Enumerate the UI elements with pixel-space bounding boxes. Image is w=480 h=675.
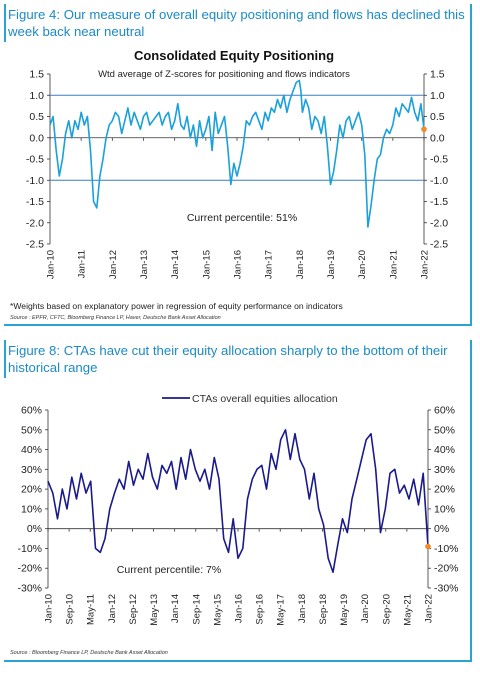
y-tick-label-left: -1.5 [26,196,44,208]
current-percentile-label: Current percentile: 7% [117,564,221,576]
y-tick-label-left: 60% [21,405,42,417]
y-tick-label-left: 1.5 [29,69,44,81]
y-tick-label-right: 20% [434,484,455,496]
x-tick-label: Jan-15 [201,250,212,279]
x-tick-label: Jan-14 [170,250,181,279]
x-tick-label: Jan-17 [264,250,275,279]
y-tick-label-right: -0.5 [430,154,448,166]
y-tick-label-right: -2.0 [430,217,448,229]
y-tick-label-right: -10% [434,543,459,555]
y-tick-label-left: 1.0 [29,90,44,102]
y-tick-label-left: -20% [17,563,42,575]
x-tick-label: Jan-12 [108,250,119,279]
x-tick-label: Jan-13 [139,250,150,279]
figure-8-source: Source : Bloomberg Finance LP, Deutsche … [10,650,168,656]
series-line [47,428,429,573]
x-tick-label: Jan-14 [170,594,181,623]
chart-title: Consolidated Equity Positioning [134,48,334,63]
y-tick-label-left: 0.5 [29,111,44,123]
chart-subtitle: Wtd average of Z-scores for positioning … [98,69,350,80]
y-tick-label-right: 10% [434,503,455,515]
y-tick-label-left: 10% [21,503,42,515]
y-tick-label-right: -20% [434,563,459,575]
x-tick-label: Jan-10 [46,250,57,279]
x-tick-label: Jan-21 [388,250,399,279]
y-tick-label-right: 40% [434,444,455,456]
x-tick-label: Jan-10 [44,594,55,623]
x-tick-label: Jan-16 [233,250,244,279]
y-tick-label-right: -1.0 [430,175,448,187]
x-tick-label: Sep-12 [128,594,139,625]
x-tick-label: May-17 [276,594,287,626]
y-tick-label-right: 1.0 [430,90,445,102]
x-tick-label: Jan-16 [234,594,245,623]
y-tick-label-right: 60% [434,405,455,417]
x-tick-label: Jan-18 [295,250,306,279]
y-tick-label-right: 0.5 [430,111,445,123]
current-percentile-label: Current percentile: 51% [187,212,297,224]
y-tick-label-left: 0% [27,523,42,535]
y-tick-label-right: -2.5 [430,239,448,251]
x-tick-label: Sep-18 [318,594,329,625]
x-tick-label: Jan-20 [357,250,368,279]
x-tick-label: Jan-11 [77,250,88,278]
consolidated-equity-positioning-chart: 1.5 1.5 1.0 1.0 0.5 0.5 0.0 0.0 -0.5 -0.5 -1.0 -1.0… [26,48,448,279]
y-tick-label-left: -0.5 [26,154,44,166]
last-point-marker [421,126,427,133]
x-tick-label: Sep-20 [381,594,392,625]
figure-4-footnote: *Weights based on explanatory power in r… [10,301,343,311]
y-tick-label-left: 0.0 [29,132,44,144]
y-tick-label-right: 1.5 [430,69,445,81]
x-tick-label: Jan-22 [420,250,431,279]
figure-4-panel: Figure 4: Our measure of overall equity … [4,4,472,326]
y-tick-label-right: -30% [434,583,459,595]
y-tick-label-left: -30% [17,583,42,595]
x-tick-label: Jan-22 [424,594,435,623]
y-tick-label-left: 20% [21,484,42,496]
y-tick-label-left: -2.0 [26,217,44,229]
x-tick-label: May-11 [86,594,97,625]
x-tick-label: Sep-10 [65,594,76,625]
figure-8-title: Figure 8: CTAs have cut their equity all… [4,340,470,378]
figure-4-source: Source : EPFR, CFTC, Bloomberg Finance L… [10,315,221,321]
y-tick-label-left: -10% [17,543,42,555]
x-tick-label: Jan-20 [360,594,371,623]
x-tick-label: May-15 [212,594,223,626]
x-tick-label: May-13 [149,594,160,626]
y-tick-label-right: 30% [434,464,455,476]
y-tick-label-left: -2.5 [26,239,44,251]
figure-4-title: Figure 4: Our measure of overall equity … [4,4,470,42]
y-tick-label-left: -1.0 [26,175,44,187]
x-tick-label: Sep-14 [191,594,202,625]
x-tick-label: Sep-16 [255,594,266,625]
x-tick-label: Jan-12 [107,594,118,623]
series-line [49,79,425,228]
y-tick-label-right: 0.0 [430,132,445,144]
y-tick-label-left: 30% [21,464,42,476]
y-tick-label-left: 40% [21,444,42,456]
last-point-marker [425,543,431,550]
y-tick-label-right: 50% [434,424,455,436]
y-tick-label-left: 50% [21,424,42,436]
x-tick-label: May-21 [402,594,413,626]
y-tick-label-right: 0% [434,523,449,535]
x-tick-label: Jan-19 [326,250,337,279]
x-tick-label: May-19 [339,594,350,626]
x-tick-label: Jan-18 [297,594,308,623]
cta-equities-allocation-chart: 60% 60% 50% 50% 40% 40% 30% 30% 20% 20% 10% 10% 0% 0%… [17,393,459,626]
y-tick-label-right: -1.5 [430,196,448,208]
figure-8-panel: Figure 8: CTAs have cut their equity all… [4,340,472,662]
legend-label: CTAs overall equities allocation [192,393,338,405]
